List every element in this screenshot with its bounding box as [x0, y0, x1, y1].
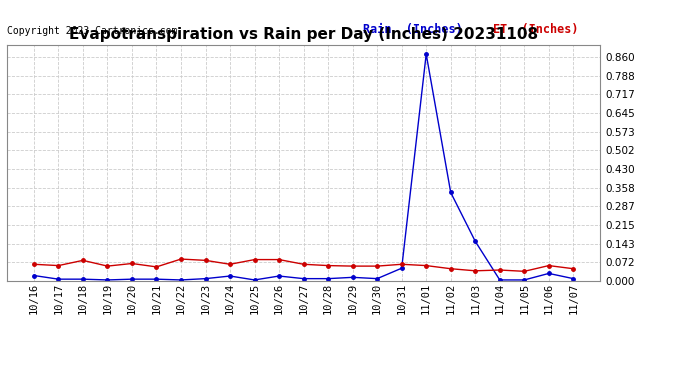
Rain  (Inches) — [373, 276, 382, 281]
ET  (Inches) — [177, 257, 185, 261]
ET  (Inches) — [55, 263, 63, 268]
ET  (Inches) — [226, 262, 234, 267]
Rain  (Inches) — [569, 276, 578, 281]
ET  (Inches) — [397, 262, 406, 267]
Text: Rain  (Inches): Rain (Inches) — [363, 22, 463, 36]
ET  (Inches) — [495, 268, 504, 272]
ET  (Inches) — [348, 264, 357, 268]
Line: Rain  (Inches): Rain (Inches) — [32, 53, 575, 282]
ET  (Inches) — [373, 264, 382, 268]
ET  (Inches) — [471, 268, 480, 273]
ET  (Inches) — [520, 269, 529, 274]
ET  (Inches) — [201, 258, 210, 262]
Rain  (Inches) — [348, 275, 357, 280]
ET  (Inches) — [544, 263, 553, 268]
ET  (Inches) — [275, 257, 283, 262]
ET  (Inches) — [250, 257, 259, 262]
Rain  (Inches) — [177, 278, 185, 282]
Rain  (Inches) — [250, 278, 259, 282]
ET  (Inches) — [446, 267, 455, 271]
Rain  (Inches) — [30, 273, 38, 278]
Rain  (Inches) — [299, 276, 308, 281]
Rain  (Inches) — [152, 277, 161, 281]
ET  (Inches) — [104, 264, 112, 268]
Rain  (Inches) — [495, 278, 504, 282]
ET  (Inches) — [128, 261, 136, 266]
Rain  (Inches) — [544, 271, 553, 276]
Rain  (Inches) — [275, 274, 283, 278]
ET  (Inches) — [569, 267, 578, 271]
Title: Evapotranspiration vs Rain per Day (Inches) 20231108: Evapotranspiration vs Rain per Day (Inch… — [69, 27, 538, 42]
Rain  (Inches) — [226, 274, 234, 278]
Text: Copyright 2023 Cartronics.com: Copyright 2023 Cartronics.com — [7, 26, 177, 36]
ET  (Inches) — [422, 263, 431, 268]
Rain  (Inches) — [201, 276, 210, 281]
Rain  (Inches) — [79, 277, 87, 281]
Rain  (Inches) — [520, 278, 529, 282]
Rain  (Inches) — [104, 278, 112, 282]
Rain  (Inches) — [422, 52, 431, 56]
ET  (Inches) — [299, 262, 308, 267]
Rain  (Inches) — [55, 277, 63, 281]
Text: ET  (Inches): ET (Inches) — [493, 22, 579, 36]
Rain  (Inches) — [446, 190, 455, 195]
Rain  (Inches) — [471, 239, 480, 243]
Rain  (Inches) — [324, 276, 333, 281]
ET  (Inches) — [152, 265, 161, 269]
ET  (Inches) — [30, 262, 38, 267]
Line: ET  (Inches): ET (Inches) — [32, 257, 575, 273]
ET  (Inches) — [79, 258, 87, 262]
ET  (Inches) — [324, 263, 333, 268]
Rain  (Inches) — [128, 277, 136, 281]
Rain  (Inches) — [397, 266, 406, 270]
